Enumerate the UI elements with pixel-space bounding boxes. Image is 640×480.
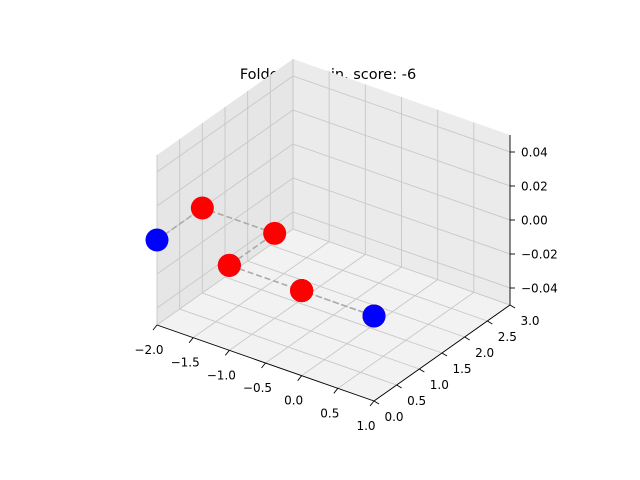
residue-point-h [190, 196, 214, 220]
grid-line-y [269, 75, 488, 322]
y-tick-mark [396, 384, 402, 389]
y-tick-mark [441, 352, 448, 357]
x-tick-label: −1.5 [171, 356, 200, 370]
z-tick-label: 0.00 [521, 214, 548, 228]
x-tick-mark [224, 350, 230, 356]
z-tick-label: −0.02 [521, 248, 558, 262]
grid-line-z [156, 75, 511, 173]
z-tick-label: 0.04 [521, 146, 548, 160]
x-tick-label: 0.0 [284, 394, 303, 408]
residue-point-h [263, 221, 287, 245]
x-tick-label: −2.0 [134, 343, 163, 357]
residue-points [145, 196, 386, 328]
x-tick-mark [369, 400, 375, 407]
z-tick-label: −0.04 [521, 282, 558, 296]
y-tick-label: 1.0 [430, 378, 449, 392]
residue-point-h [217, 253, 241, 277]
grid-line-z [156, 109, 511, 207]
y-tick-label: 2.0 [475, 346, 494, 360]
axes-panes [157, 59, 510, 401]
residue-point-p [362, 304, 386, 328]
x-tick-label: −0.5 [243, 381, 272, 395]
y-tick-mark [509, 304, 516, 309]
x-tick-label: −1.0 [207, 368, 236, 382]
y-tick-label: 1.5 [452, 362, 471, 376]
x-tick-mark [333, 388, 339, 394]
grid-line-z [156, 211, 511, 309]
grid-line-y [247, 91, 465, 338]
x-tick-mark [297, 375, 303, 381]
residue-point-h [290, 279, 314, 303]
grid-line-y [224, 107, 443, 354]
x-tick-mark [261, 362, 266, 369]
residue-point-p [145, 228, 169, 252]
y-tick-label: 2.5 [498, 330, 517, 344]
y-tick-label: 3.0 [520, 314, 539, 328]
grid-line-y [179, 139, 397, 386]
y-tick-label: 0.0 [384, 410, 403, 424]
y-tick-mark [419, 368, 425, 373]
grid-line-y [201, 123, 420, 370]
x-tick-mark [188, 337, 194, 343]
z-tick-label: 0.02 [521, 180, 548, 194]
grid-line-z [156, 177, 511, 275]
x-tick-mark [152, 324, 158, 331]
grid-line-y [292, 59, 511, 306]
y-tick-mark [464, 336, 470, 341]
y-tick-mark [373, 400, 380, 405]
x-tick-label: 1.0 [356, 419, 375, 433]
tick-labels: −2.0−1.5−1.0−0.50.00.51.00.00.51.01.52.0… [134, 146, 557, 434]
x-tick-label: 0.5 [320, 406, 339, 420]
y-tick-label: 0.5 [407, 394, 426, 408]
y-tick-mark [487, 320, 493, 325]
